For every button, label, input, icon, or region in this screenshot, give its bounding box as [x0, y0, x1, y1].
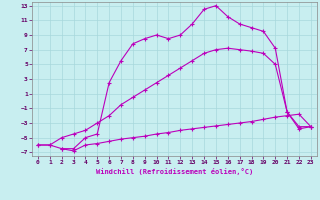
X-axis label: Windchill (Refroidissement éolien,°C): Windchill (Refroidissement éolien,°C) [96, 168, 253, 175]
